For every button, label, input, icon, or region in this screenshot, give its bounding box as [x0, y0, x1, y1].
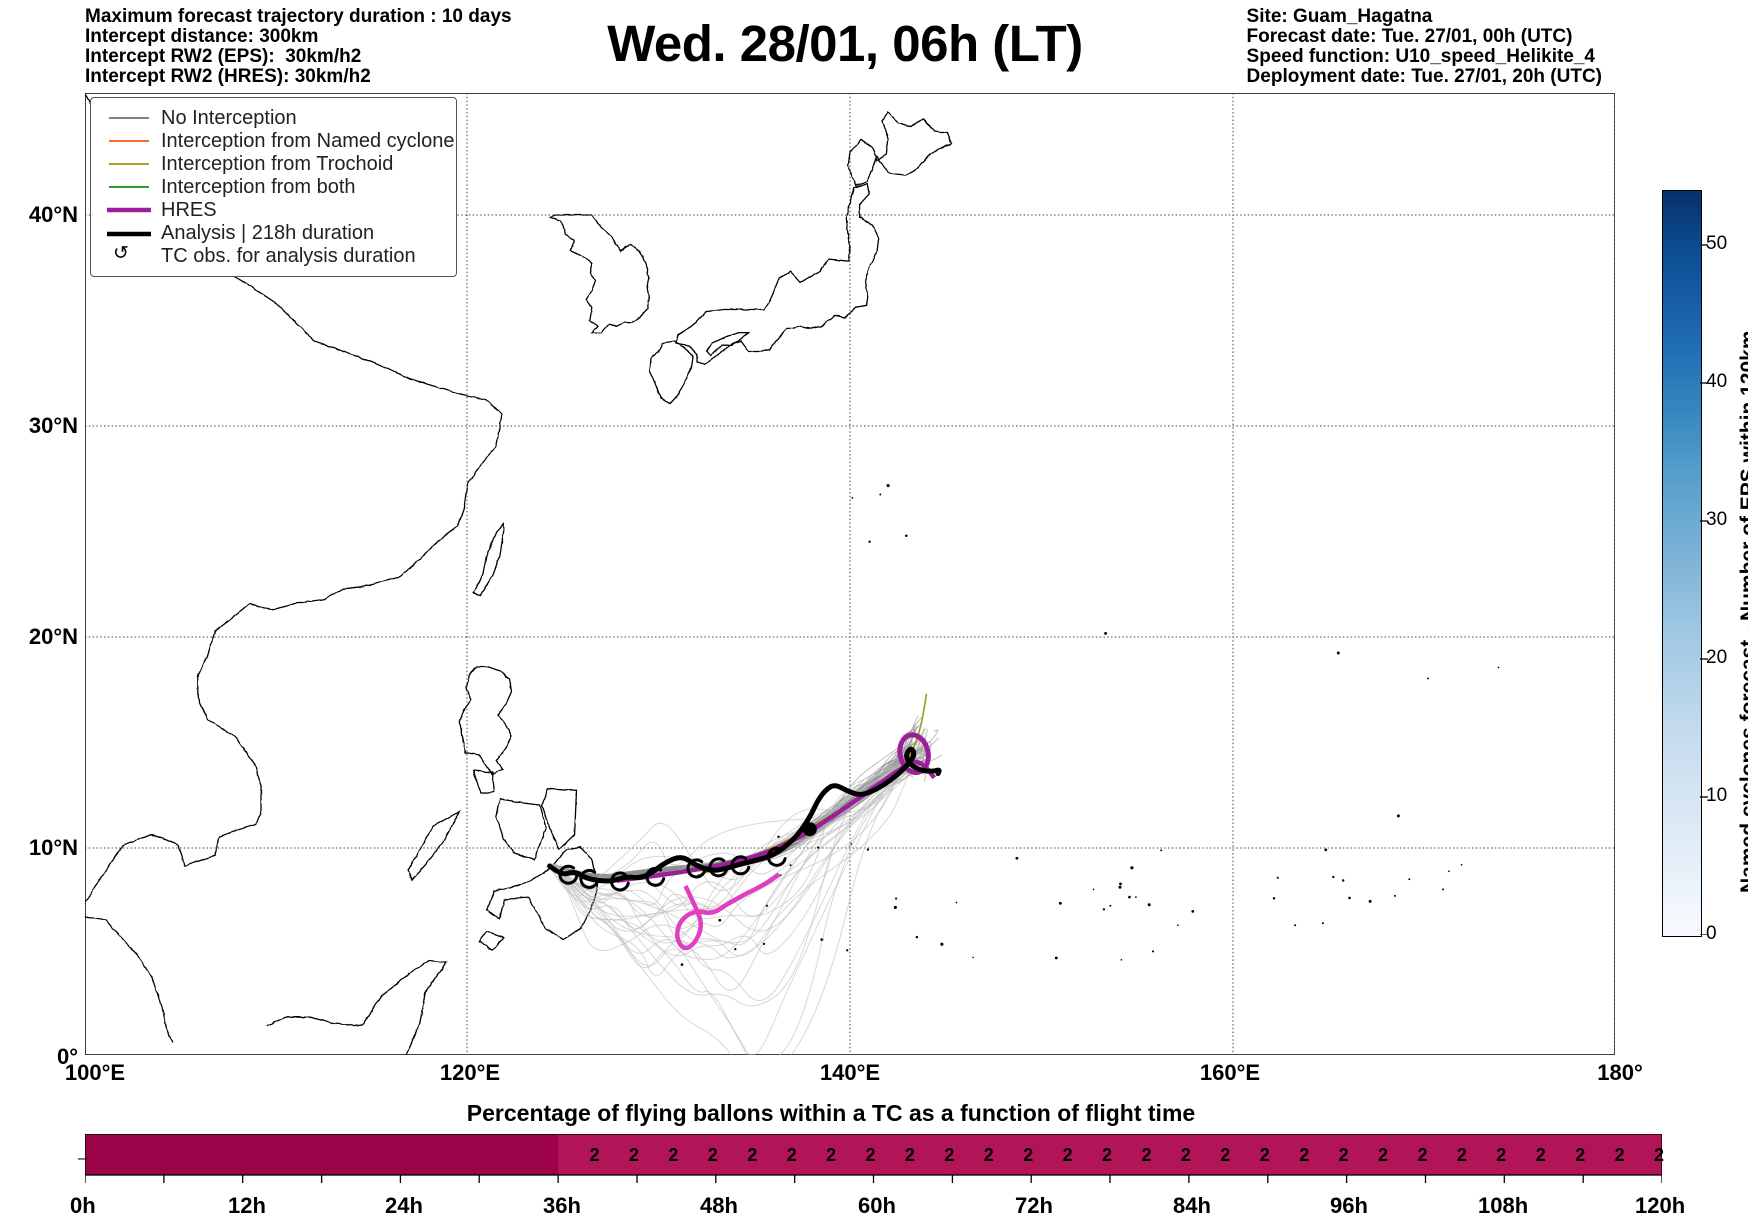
svg-text:↺: ↺ [113, 243, 129, 264]
